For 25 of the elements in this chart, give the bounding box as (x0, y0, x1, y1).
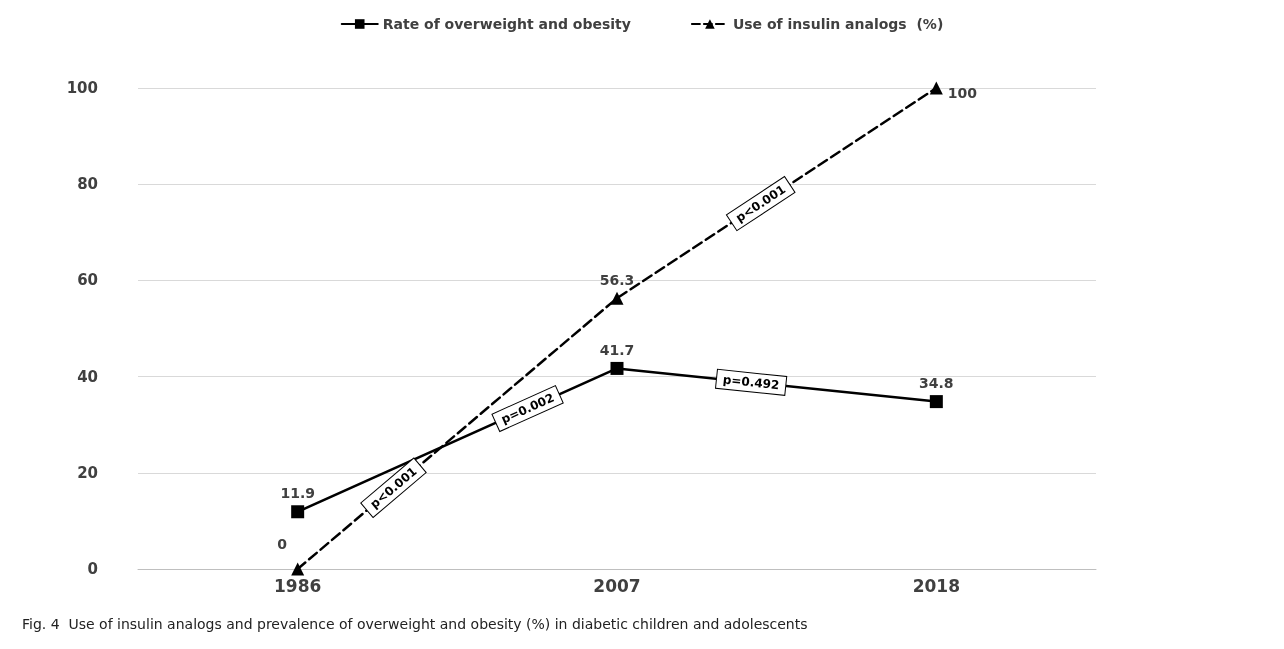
y-tick-label: 0 (87, 560, 98, 578)
caption: Fig. 4 Use of insulin analogs and prevalence of overweight and obesity (%) in diabetic children and adolescents (22, 616, 808, 632)
data-label: 0 (277, 535, 288, 552)
data-label: 100 (947, 84, 978, 101)
y-tick-label: 80 (77, 175, 98, 194)
point (929, 395, 943, 409)
y-tick-label: 100 (66, 79, 98, 97)
annotation: p=0.492 (722, 372, 780, 393)
data-label: 56.3 (599, 271, 635, 288)
data-label: 41.7 (599, 341, 635, 358)
point (929, 81, 943, 95)
y-tick-label: 20 (77, 463, 98, 482)
point (291, 562, 305, 576)
x-tick-label: 1986 (274, 575, 322, 596)
data-label: 11.9 (280, 485, 315, 502)
point (610, 361, 624, 375)
y-tick-label: 60 (77, 271, 98, 290)
legend-label: Use of insulin analogs (%) (732, 16, 944, 32)
x-tick-label: 2007 (593, 575, 641, 596)
x-tick-label: 2018 (912, 575, 960, 596)
y-tick-label: 40 (77, 367, 98, 386)
legend-label: Rate of overweight and obesity (382, 16, 631, 32)
point (610, 291, 624, 305)
point (291, 505, 305, 519)
data-label: 34.8 (919, 375, 954, 392)
